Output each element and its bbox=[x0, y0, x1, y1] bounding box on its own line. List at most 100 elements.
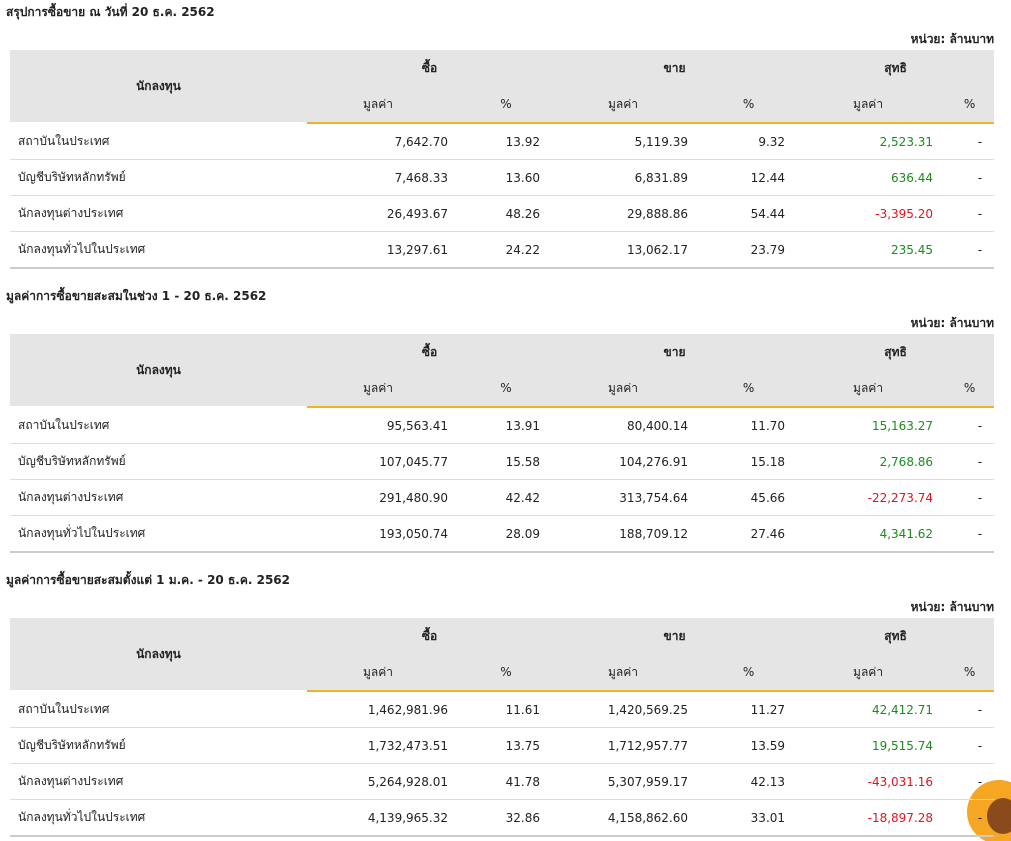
header-row: นักลงทุน ซื้อ ขาย สุทธิ bbox=[10, 50, 995, 124]
value-cell: 5,307,959.17 bbox=[552, 763, 701, 800]
value-cell: 1,732,473.51 bbox=[307, 727, 460, 764]
value-cell: 29,888.86 bbox=[552, 195, 701, 232]
data-row: นักลงทุนทั่วไปในประเทศ 193,050.74 28.09 188… bbox=[10, 515, 995, 553]
data-row: บัญชีบริษัทหลักทรัพย์ 107,045.77 15.58 104,… bbox=[10, 443, 995, 480]
value-cell: 42.13 bbox=[700, 763, 798, 800]
header-cell: นักลงทุน bbox=[10, 618, 307, 692]
value-cell: -22,273.74 bbox=[797, 479, 946, 516]
value-cell: 15,163.27 bbox=[797, 407, 946, 444]
value-cell: 41.78 bbox=[460, 763, 553, 800]
value-cell: 2,768.86 bbox=[797, 443, 946, 480]
value-cell: - bbox=[945, 763, 995, 800]
data-row: นักลงทุนทั่วไปในประเทศ 13,297.61 24.22 13,0… bbox=[10, 231, 995, 269]
subheader-cell: มูลค่า bbox=[307, 370, 460, 408]
value-cell: 13.91 bbox=[460, 407, 553, 444]
subheader-cell: มูลค่า bbox=[552, 86, 701, 124]
unit-label: หน่วย: ล้านบาท bbox=[910, 600, 994, 614]
value-cell: 7,468.33 bbox=[307, 159, 460, 196]
value-cell: 15.58 bbox=[460, 443, 553, 480]
value-cell: - bbox=[945, 727, 995, 764]
summary-table: นักลงทุน ซื้อ ขาย สุทธิ มูลค่า% มูลค่า% มูลค่า… bbox=[10, 334, 995, 553]
value-cell: 2,523.31 bbox=[797, 123, 946, 160]
value-cell: 45.66 bbox=[700, 479, 798, 516]
subheader-cell: มูลค่า bbox=[552, 654, 701, 692]
data-row: บัญชีบริษัทหลักทรัพย์ 1,732,473.51 13.75 1,… bbox=[10, 727, 995, 764]
value-cell: - bbox=[945, 231, 995, 269]
value-cell: 32.86 bbox=[460, 799, 553, 837]
value-cell: - bbox=[945, 159, 995, 196]
value-cell: 11.61 bbox=[460, 691, 553, 728]
value-cell: 48.26 bbox=[460, 195, 553, 232]
value-cell: -43,031.16 bbox=[797, 763, 946, 800]
value-cell: 19,515.74 bbox=[797, 727, 946, 764]
value-cell: -18,897.28 bbox=[797, 799, 946, 837]
value-cell: 27.46 bbox=[700, 515, 798, 553]
subheader-cell: % bbox=[700, 86, 798, 124]
section-title: สรุปการซื้อขาย ณ วันที่ 20 ธ.ค. 2562 bbox=[6, 5, 215, 19]
header-cell: ซื้อ bbox=[307, 50, 553, 86]
section: มูลค่าการซื้อขายสะสมในช่วง 1 - 20 ธ.ค. 2… bbox=[6, 284, 995, 553]
value-cell: 28.09 bbox=[460, 515, 553, 553]
data-row: นักลงทุนต่างประเทศ 291,480.90 42.42 313,754… bbox=[10, 479, 995, 516]
section-title: มูลค่าการซื้อขายสะสมตั้งแต่ 1 ม.ค. - 20 … bbox=[6, 573, 291, 587]
subheader-row: มูลค่า% มูลค่า% มูลค่า% bbox=[10, 86, 995, 124]
value-cell: 5,119.39 bbox=[552, 123, 701, 160]
data-row: สถาบันในประเทศ 95,563.41 13.91 80,400.14 11.… bbox=[10, 407, 995, 444]
subheader-cell: % bbox=[700, 654, 798, 692]
value-cell: 1,462,981.96 bbox=[307, 691, 460, 728]
investor-name: นักลงทุนทั่วไปในประเทศ bbox=[10, 799, 307, 837]
data-row: สถาบันในประเทศ 1,462,981.96 11.61 1,420,569… bbox=[10, 691, 995, 728]
table-head: นักลงทุน ซื้อ ขาย สุทธิ มูลค่า% มูลค่า% มูลค่า… bbox=[10, 50, 995, 124]
subheader-cell: มูลค่า bbox=[797, 86, 946, 124]
value-cell: - bbox=[945, 407, 995, 444]
subheader-cell: % bbox=[945, 86, 995, 124]
section: สรุปการซื้อขาย ณ วันที่ 20 ธ.ค. 2562 หน่ว… bbox=[6, 0, 995, 269]
value-cell: 1,712,957.77 bbox=[552, 727, 701, 764]
value-cell: - bbox=[945, 123, 995, 160]
investor-name: สถาบันในประเทศ bbox=[10, 123, 307, 160]
data-row: นักลงทุนต่างประเทศ 26,493.67 48.26 29,888.8… bbox=[10, 195, 995, 232]
header-cell: นักลงทุน bbox=[10, 334, 307, 408]
summary-table: นักลงทุน ซื้อ ขาย สุทธิ มูลค่า% มูลค่า% มูลค่า… bbox=[10, 50, 995, 269]
value-cell: 6,831.89 bbox=[552, 159, 701, 196]
value-cell: 291,480.90 bbox=[307, 479, 460, 516]
subheader-cell: มูลค่า bbox=[797, 370, 946, 408]
subheader-cell: % bbox=[945, 370, 995, 408]
value-cell: - bbox=[945, 799, 995, 837]
value-cell: 9.32 bbox=[700, 123, 798, 160]
subheader-cell: % bbox=[700, 370, 798, 408]
header-cell: นักลงทุน bbox=[10, 50, 307, 124]
subheader-cell: มูลค่า bbox=[307, 86, 460, 124]
section-title: มูลค่าการซื้อขายสะสมในช่วง 1 - 20 ธ.ค. 2… bbox=[6, 289, 267, 303]
subheader-cell: % bbox=[460, 370, 553, 408]
value-cell: 188,709.12 bbox=[552, 515, 701, 553]
value-cell: 26,493.67 bbox=[307, 195, 460, 232]
table-head: นักลงทุน ซื้อ ขาย สุทธิ มูลค่า% มูลค่า% มูลค่า… bbox=[10, 334, 995, 408]
investor-name: นักลงทุนต่างประเทศ bbox=[10, 479, 307, 516]
value-cell: - bbox=[945, 443, 995, 480]
header-row: นักลงทุน ซื้อ ขาย สุทธิ bbox=[10, 334, 995, 408]
value-cell: 33.01 bbox=[700, 799, 798, 837]
value-cell: 13.59 bbox=[700, 727, 798, 764]
value-cell: 12.44 bbox=[700, 159, 798, 196]
value-cell: 193,050.74 bbox=[307, 515, 460, 553]
investor-name: นักลงทุนต่างประเทศ bbox=[10, 195, 307, 232]
subheader-cell: มูลค่า bbox=[307, 654, 460, 692]
data-row: สถาบันในประเทศ 7,642.70 13.92 5,119.39 9.32 2… bbox=[10, 123, 995, 160]
header-cell: สุทธิ bbox=[797, 50, 995, 86]
value-cell: 95,563.41 bbox=[307, 407, 460, 444]
value-cell: 42.42 bbox=[460, 479, 553, 516]
subheader-cell: % bbox=[460, 654, 553, 692]
value-cell: 5,264,928.01 bbox=[307, 763, 460, 800]
value-cell: 23.79 bbox=[700, 231, 798, 269]
subheader-row: มูลค่า% มูลค่า% มูลค่า% bbox=[10, 370, 995, 408]
value-cell: 1,420,569.25 bbox=[552, 691, 701, 728]
value-cell: 15.18 bbox=[700, 443, 798, 480]
value-cell: 80,400.14 bbox=[552, 407, 701, 444]
value-cell: 104,276.91 bbox=[552, 443, 701, 480]
data-row: นักลงทุนทั่วไปในประเทศ 4,139,965.32 32.86 4… bbox=[10, 799, 995, 837]
summary-table: นักลงทุน ซื้อ ขาย สุทธิ มูลค่า% มูลค่า% มูลค่า… bbox=[10, 618, 995, 837]
unit-label: หน่วย: ล้านบาท bbox=[910, 32, 994, 46]
value-cell: 11.27 bbox=[700, 691, 798, 728]
subheader-cell: % bbox=[460, 86, 553, 124]
